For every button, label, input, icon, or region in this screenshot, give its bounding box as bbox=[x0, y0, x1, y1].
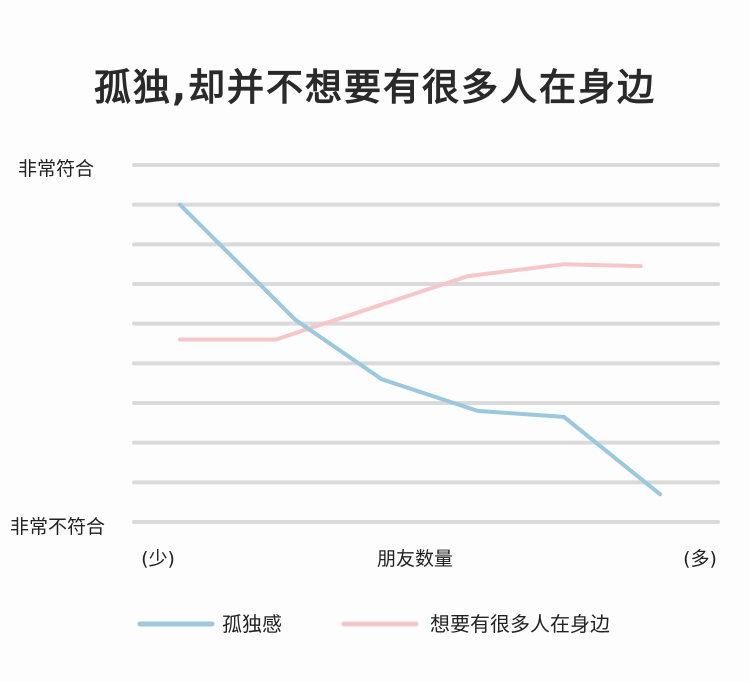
x-max-label: (多) bbox=[683, 548, 717, 570]
x-axis-label: 朋友数量 bbox=[377, 548, 453, 570]
legend: 孤独感 想要有很多人在身边 bbox=[137, 612, 610, 636]
grid-lines bbox=[132, 163, 720, 524]
legend-label-loneliness: 孤独感 bbox=[222, 612, 282, 636]
y-min-label: 非常不符合 bbox=[10, 516, 105, 538]
legend-label-want-people: 想要有很多人在身边 bbox=[430, 612, 610, 636]
y-max-label: 非常符合 bbox=[18, 158, 94, 180]
x-min-label: (少) bbox=[141, 548, 175, 570]
chart-title: 孤独,却并不想要有很多人在身边 bbox=[94, 66, 656, 109]
series-line-want-people bbox=[178, 262, 643, 342]
series-layer bbox=[178, 202, 662, 497]
series-line-loneliness bbox=[178, 202, 662, 497]
